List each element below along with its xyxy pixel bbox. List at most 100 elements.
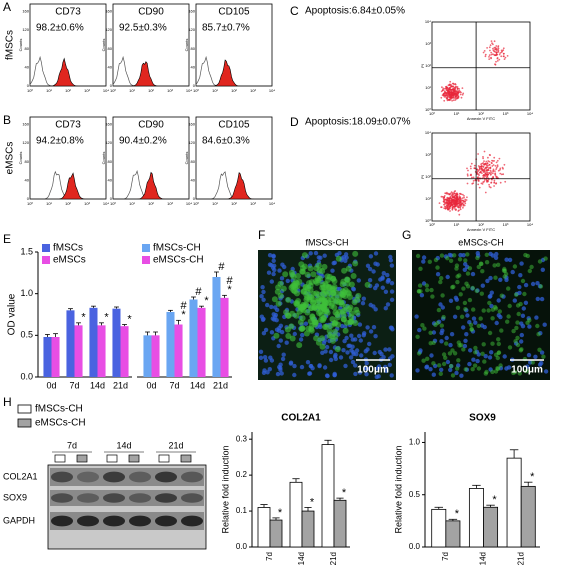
- matrix: [523, 252, 528, 258]
- bar: [143, 335, 152, 377]
- nucleus: [332, 354, 338, 359]
- dot: [449, 207, 451, 210]
- nucleus: [461, 253, 466, 258]
- dot: [497, 45, 500, 47]
- hist-y-tick: 0: [110, 83, 113, 88]
- nucleus: [358, 338, 363, 343]
- dot: [489, 44, 492, 47]
- significance: #: [180, 300, 187, 312]
- nucleus: [260, 285, 265, 290]
- dot: [461, 197, 464, 200]
- nucleus: [540, 267, 545, 272]
- dot: [493, 181, 496, 184]
- hist-y-tick: 40: [108, 177, 113, 182]
- matrix: [299, 306, 306, 313]
- nucleus: [385, 302, 391, 307]
- dot: [466, 167, 468, 170]
- matrix: [450, 373, 456, 378]
- hist-x-tick: 10⁰: [110, 201, 116, 206]
- nucleus: [284, 340, 289, 345]
- nucleus: [527, 324, 532, 329]
- dot: [483, 171, 485, 173]
- matrix: [496, 341, 501, 347]
- matrix: [512, 264, 518, 269]
- panel-letter: B: [3, 113, 11, 127]
- nucleus: [272, 263, 277, 268]
- nucleus: [303, 321, 309, 326]
- nucleus: [364, 372, 369, 377]
- dot: [454, 201, 457, 204]
- dot: [487, 156, 489, 159]
- matrix: [478, 316, 483, 321]
- x-tick-label: 7d: [265, 552, 274, 561]
- nucleus: [380, 275, 385, 280]
- nucleus: [331, 261, 336, 266]
- nucleus: [258, 349, 264, 354]
- dot: [478, 174, 480, 177]
- dot: [477, 183, 480, 186]
- matrix: [470, 367, 475, 372]
- dot: [450, 191, 453, 194]
- dot: [454, 88, 456, 90]
- dot-y-tick: 10¹: [425, 196, 431, 201]
- nucleus: [444, 335, 449, 341]
- legend-label: eMSCs-CH: [153, 255, 204, 266]
- dot: [496, 53, 498, 56]
- nucleus: [381, 271, 386, 276]
- nucleus: [354, 348, 360, 353]
- dot: [497, 47, 500, 50]
- nucleus: [386, 277, 391, 283]
- nucleus: [506, 365, 512, 370]
- matrix: [447, 351, 453, 356]
- matrix: [351, 299, 358, 306]
- matrix: [293, 300, 300, 307]
- dot: [488, 185, 491, 188]
- matrix: [425, 356, 430, 361]
- dot: [484, 172, 487, 175]
- matrix: [457, 257, 463, 262]
- matrix: [321, 263, 328, 270]
- dot: [450, 83, 452, 86]
- nucleus: [364, 361, 369, 366]
- matrix: [303, 291, 310, 298]
- nucleus: [473, 320, 478, 325]
- nucleus: [479, 323, 485, 328]
- nucleus: [461, 325, 466, 330]
- dot: [449, 87, 452, 89]
- band: [129, 493, 151, 503]
- nucleus: [518, 273, 523, 278]
- y-axis-label: Relative fold induction: [220, 445, 230, 533]
- matrix: [352, 260, 359, 267]
- bar: [189, 299, 198, 377]
- nucleus: [483, 354, 488, 359]
- bar: [97, 325, 106, 377]
- dot: [446, 99, 449, 102]
- matrix: [484, 252, 489, 257]
- dot: [496, 57, 499, 60]
- matrix: [275, 300, 282, 307]
- nucleus: [353, 371, 358, 377]
- nucleus: [269, 330, 275, 335]
- nucleus: [328, 357, 334, 363]
- dot-x-tick: 10⁴: [527, 222, 533, 227]
- dot: [477, 170, 479, 173]
- dot: [482, 156, 484, 158]
- dot: [479, 166, 481, 168]
- lane-key: [106, 454, 118, 463]
- dot: [449, 99, 451, 102]
- dot: [446, 96, 449, 99]
- nucleus: [489, 290, 494, 295]
- hist-y-label: Counts: [18, 39, 23, 52]
- dot: [503, 58, 506, 60]
- matrix: [350, 273, 357, 279]
- nucleus: [383, 289, 389, 294]
- hist-y-tick: 40: [191, 64, 196, 69]
- dot: [488, 164, 491, 166]
- dot: [466, 174, 469, 177]
- dot: [455, 86, 457, 88]
- nucleus: [344, 255, 349, 260]
- significance: *: [530, 471, 535, 483]
- dot: [448, 96, 451, 98]
- band: [129, 471, 151, 483]
- matrix: [516, 311, 521, 317]
